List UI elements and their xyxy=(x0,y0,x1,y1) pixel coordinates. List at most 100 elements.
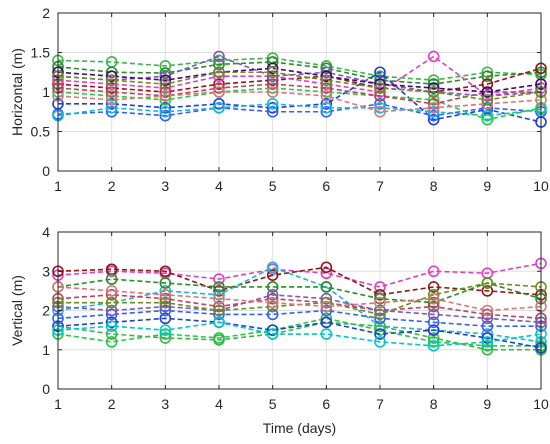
data-point xyxy=(374,292,386,305)
data-point xyxy=(266,296,279,309)
data-point xyxy=(159,292,172,305)
series-11 xyxy=(52,86,547,118)
series-2 xyxy=(52,261,547,301)
y-tick-label: 1 xyxy=(42,342,50,358)
data-point xyxy=(481,304,494,317)
data-point xyxy=(105,320,118,333)
y-tick-label: 3 xyxy=(42,263,50,279)
data-point xyxy=(320,86,333,98)
data-point xyxy=(427,336,440,348)
data-point xyxy=(427,113,440,126)
y-tick-label: 0 xyxy=(42,381,50,397)
data-point xyxy=(427,316,440,329)
data-point xyxy=(481,332,494,344)
data-point xyxy=(266,82,279,94)
x-tick-label: 4 xyxy=(215,396,223,412)
x-tick-label: 8 xyxy=(430,178,438,194)
data-point xyxy=(266,98,279,110)
data-point xyxy=(213,54,225,67)
data-point xyxy=(159,304,172,317)
y-axis-label: Horizontal (m) xyxy=(9,48,25,136)
data-point xyxy=(159,328,172,340)
x-tick-label: 2 xyxy=(108,178,116,194)
series-line xyxy=(57,278,542,304)
data-point xyxy=(427,105,440,118)
data-point xyxy=(320,66,333,79)
data-point xyxy=(159,70,172,82)
data-point xyxy=(481,320,494,333)
series-line xyxy=(57,61,542,85)
series-2 xyxy=(52,56,547,90)
data-point xyxy=(481,109,494,122)
x-tick-label: 7 xyxy=(376,178,384,194)
data-point xyxy=(374,281,386,293)
data-point xyxy=(159,67,172,79)
data-point xyxy=(266,300,279,313)
data-point xyxy=(320,74,333,86)
data-point xyxy=(105,78,118,90)
data-point xyxy=(266,105,279,118)
y-tick-label: 1.5 xyxy=(31,45,51,61)
data-point xyxy=(159,94,172,106)
x-axis-label: Time (days) xyxy=(263,420,336,436)
data-point xyxy=(213,304,225,317)
data-point xyxy=(427,296,440,309)
data-point xyxy=(427,102,440,114)
data-point xyxy=(320,300,333,313)
data-point xyxy=(159,74,172,86)
x-tick-label: 9 xyxy=(483,178,491,194)
data-point xyxy=(427,300,440,313)
x-tick-label: 1 xyxy=(54,178,62,194)
data-point xyxy=(266,269,279,281)
data-point xyxy=(481,285,494,297)
data-point xyxy=(374,324,386,336)
series-line xyxy=(57,317,542,349)
y-tick-label: 0.5 xyxy=(31,124,51,140)
data-point xyxy=(266,308,279,321)
data-point xyxy=(213,58,225,71)
data-point xyxy=(427,50,440,63)
data-point xyxy=(266,62,279,75)
series-line xyxy=(57,286,542,312)
data-point xyxy=(213,281,225,293)
data-point xyxy=(213,273,225,285)
y-tick-label: 2 xyxy=(42,303,50,319)
data-point xyxy=(105,273,118,285)
data-point xyxy=(159,105,172,118)
data-point xyxy=(213,316,225,329)
data-point xyxy=(320,82,333,94)
series-line xyxy=(57,321,541,351)
series-line xyxy=(57,103,542,117)
data-point xyxy=(427,82,440,94)
data-point xyxy=(427,292,440,305)
data-point xyxy=(481,98,494,110)
data-point xyxy=(213,66,225,79)
data-point xyxy=(159,288,172,301)
x-tick-label: 4 xyxy=(215,178,223,194)
series-13 xyxy=(52,281,547,317)
data-point xyxy=(427,324,440,336)
data-point xyxy=(213,102,225,114)
data-point xyxy=(320,98,333,110)
data-point xyxy=(481,277,494,289)
data-point xyxy=(481,86,494,98)
data-point xyxy=(481,312,494,325)
data-point xyxy=(266,292,279,305)
data-point xyxy=(374,312,386,325)
data-point xyxy=(159,277,172,289)
data-point xyxy=(374,102,386,114)
data-point xyxy=(213,292,225,305)
data-point xyxy=(320,316,333,329)
data-point xyxy=(213,50,225,63)
data-point xyxy=(105,66,118,79)
data-point xyxy=(266,102,279,114)
series-5 xyxy=(52,312,547,352)
data-point xyxy=(213,300,225,313)
data-point xyxy=(374,288,386,301)
data-point xyxy=(320,304,333,317)
x-tick-label: 10 xyxy=(533,396,549,412)
data-point xyxy=(374,304,386,317)
data-point xyxy=(481,328,494,340)
data-point xyxy=(105,94,118,106)
x-tick-label: 9 xyxy=(483,396,491,412)
